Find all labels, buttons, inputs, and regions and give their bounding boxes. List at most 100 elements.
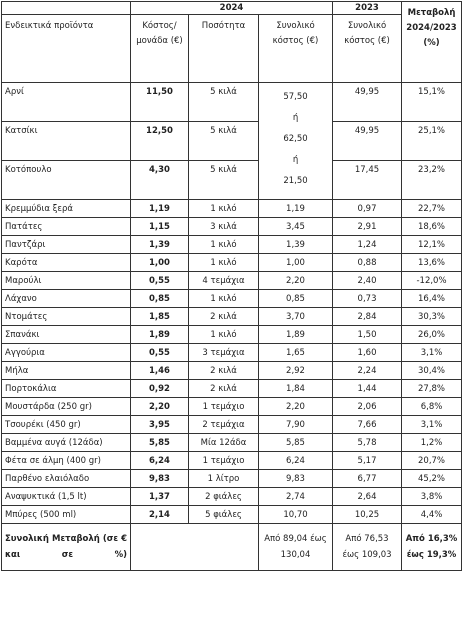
- quantity: 1 τεμάχιο: [188, 397, 259, 416]
- product-row: Μπύρες (500 ml) 2,14 5 φιάλες 10,70 10,25 4,4…: [1, 505, 462, 524]
- product-row: Μήλα 1,46 2 κιλά 2,92 2,24 30,4%: [1, 361, 462, 380]
- change: 18,6%: [401, 217, 462, 236]
- total-2023: 6,77: [332, 469, 403, 488]
- total-2023: 2,64: [332, 487, 403, 506]
- unit-cost: 9,83: [130, 469, 189, 488]
- product-name: Λάχανο: [1, 289, 131, 308]
- total-2024: 2,74: [257, 487, 334, 506]
- table-body: 2024 2023 Μεταβολή 2024/2023 (%) Ενδεικτ…: [1, 1, 462, 571]
- product-row: Ντομάτες 1,85 2 κιλά 3,70 2,84 30,3%: [1, 307, 462, 326]
- meat-row: Κατσίκι 12,50 5 κιλά 49,95 25,1%: [1, 121, 462, 161]
- product-row: Φέτα σε άλμη (400 gr) 6,24 1 τεμάχιο 6,24 5,…: [1, 451, 462, 470]
- quantity: 2 κιλά: [188, 361, 259, 380]
- change: -12,0%: [401, 271, 462, 290]
- total-2023: 5,17: [332, 451, 403, 470]
- total-2024: 1,00: [257, 253, 334, 272]
- quantity: 5 κιλά: [188, 82, 259, 122]
- empty-cell: [1, 1, 131, 15]
- footer-change: Από 16,3% έως 19,3%: [401, 523, 462, 571]
- product-row: Μαρούλι 0,55 4 τεμάχια 2,20 2,40 -12,0%: [1, 271, 462, 290]
- year-header: 2024: [129, 1, 334, 15]
- quantity: 2 φιάλες: [188, 487, 259, 506]
- unit-cost: 1,37: [130, 487, 189, 506]
- total-2023: 49,95: [332, 82, 403, 122]
- total-2024: 1,65: [257, 343, 334, 362]
- change: 4,4%: [401, 505, 462, 524]
- column-header: Συνολικό κόστος (€): [332, 14, 403, 83]
- quantity: 2 κιλά: [188, 379, 259, 398]
- quantity: 1 κιλό: [188, 199, 259, 218]
- product-name: Μαρούλι: [1, 271, 131, 290]
- change: 3,8%: [401, 487, 462, 506]
- total-2023: 2,24: [332, 361, 403, 380]
- total-2024: 10,70: [257, 505, 334, 524]
- product-name: Σπανάκι: [1, 325, 131, 344]
- total-2023: 1,24: [332, 235, 403, 254]
- quantity: 1 λίτρο: [188, 469, 259, 488]
- product-name: Μπύρες (500 ml): [1, 505, 131, 524]
- unit-cost: 1,85: [130, 307, 189, 326]
- total-2023: 10,25: [332, 505, 403, 524]
- change: 6,8%: [401, 397, 462, 416]
- change: 20,7%: [401, 451, 462, 470]
- total-2023: 2,06: [332, 397, 403, 416]
- total-2023: 2,40: [332, 271, 403, 290]
- product-row: Αναψυκτικά (1,5 lt) 1,37 2 φιάλες 2,74 2,64 3…: [1, 487, 462, 506]
- column-header: Κόστος/ μονάδα (€): [130, 14, 189, 83]
- total-2023: 0,88: [332, 253, 403, 272]
- quantity: 1 κιλό: [188, 235, 259, 254]
- product-name: Μουστάρδα (250 gr): [1, 397, 131, 416]
- quantity: 5 κιλά: [188, 160, 259, 200]
- product-row: Κρεμμύδια ξερά 1,19 1 κιλό 1,19 0,97 22,7%: [1, 199, 462, 218]
- total-2023: 1,60: [332, 343, 403, 362]
- total-2024: 6,24: [257, 451, 334, 470]
- price-table: 2024 2023 Μεταβολή 2024/2023 (%) Ενδεικτ…: [1, 1, 462, 571]
- product-name: Παρθένο ελαιόλαδο: [1, 469, 131, 488]
- unit-cost: 0,92: [130, 379, 189, 398]
- change: 30,4%: [401, 361, 462, 380]
- change: 26,0%: [401, 325, 462, 344]
- quantity: Μία 12άδα: [188, 433, 259, 452]
- unit-cost: 1,00: [130, 253, 189, 272]
- product-name: Μήλα: [1, 361, 131, 380]
- product-name: Πατάτες: [1, 217, 131, 236]
- product-row: Παρθένο ελαιόλαδο 9,83 1 λίτρο 9,83 6,77 45,2…: [1, 469, 462, 488]
- unit-cost: 1,15: [130, 217, 189, 236]
- product-row: Πορτοκάλια 0,92 2 κιλά 1,84 1,44 27,8%: [1, 379, 462, 398]
- total-2023: 2,91: [332, 217, 403, 236]
- product-row: Σπανάκι 1,89 1 κιλό 1,89 1,50 26,0%: [1, 325, 462, 344]
- unit-cost: 0,85: [130, 289, 189, 308]
- unit-cost: 2,14: [130, 505, 189, 524]
- change: 1,2%: [401, 433, 462, 452]
- product-name: Αρνί: [1, 82, 131, 122]
- total-2024: 0,85: [257, 289, 334, 308]
- unit-cost: 1,46: [130, 361, 189, 380]
- product-name: Αγγούρια: [1, 343, 131, 362]
- change: 12,1%: [401, 235, 462, 254]
- total-2024: 3,70: [257, 307, 334, 326]
- column-header: Ενδεικτικά προϊόντα: [1, 14, 131, 83]
- quantity: 2 τεμάχια: [188, 415, 259, 434]
- unit-cost: 0,55: [130, 343, 189, 362]
- change: 15,1%: [401, 82, 462, 122]
- total-2024: 2,20: [257, 397, 334, 416]
- product-row: Λάχανο 0,85 1 κιλό 0,85 0,73 16,4%: [1, 289, 462, 308]
- header-row: 2024 2023 Μεταβολή 2024/2023 (%): [1, 1, 462, 83]
- quantity: 1 κιλό: [188, 253, 259, 272]
- unit-cost: 1,19: [130, 199, 189, 218]
- total-2024: 1,39: [257, 235, 334, 254]
- change-header: Μεταβολή 2024/2023 (%): [401, 1, 462, 83]
- product-row: Βαμμένα αυγά (12άδα) 5,85 Μία 12άδα 5,85 5,7…: [1, 433, 462, 452]
- total-2024: 5,85: [257, 433, 334, 452]
- quantity: 1 κιλό: [188, 289, 259, 308]
- unit-cost: 0,55: [130, 271, 189, 290]
- change: 30,3%: [401, 307, 462, 326]
- total-2024: 7,90: [257, 415, 334, 434]
- unit-cost: 1,89: [130, 325, 189, 344]
- year-header: 2023: [332, 1, 403, 15]
- total-2023: 1,50: [332, 325, 403, 344]
- change: 3,1%: [401, 415, 462, 434]
- total-2024: 3,45: [257, 217, 334, 236]
- quantity: 4 τεμάχια: [188, 271, 259, 290]
- unit-cost: 6,24: [130, 451, 189, 470]
